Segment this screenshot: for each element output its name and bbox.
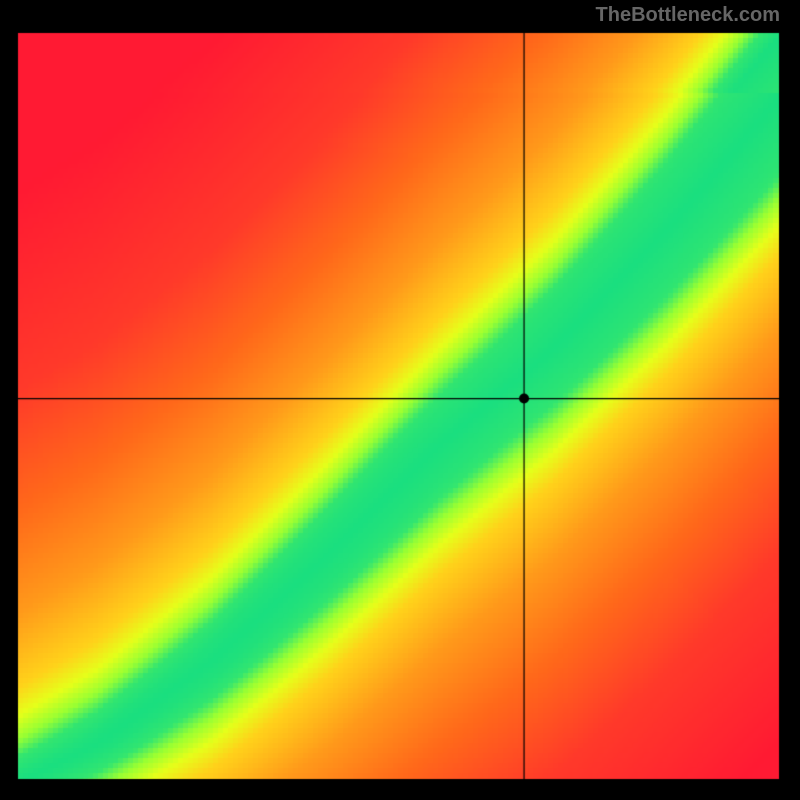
watermark-text: TheBottleneck.com: [596, 4, 780, 27]
heatmap-canvas: [0, 0, 800, 800]
chart-container: TheBottleneck.com: [0, 0, 800, 800]
